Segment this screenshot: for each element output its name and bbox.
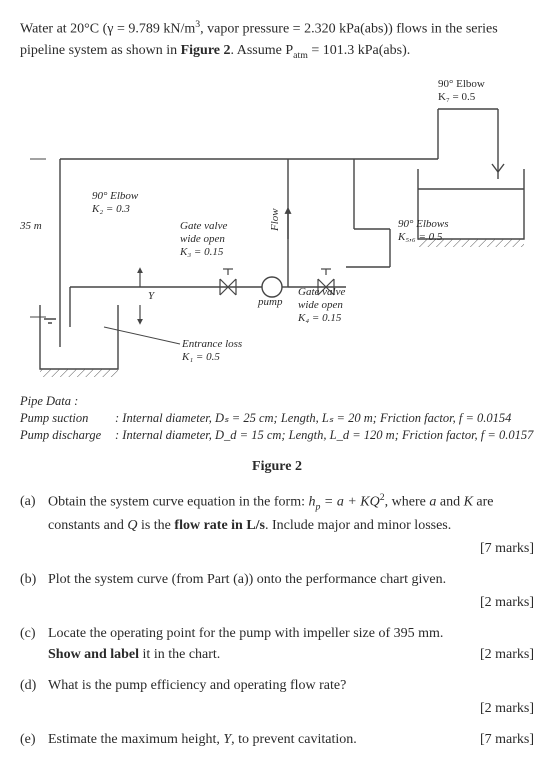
pd-row1-label: Pump suction: [20, 410, 115, 427]
lbl-gv2a: Gate valve: [298, 286, 345, 298]
qb-marks: [2 marks]: [48, 592, 534, 613]
question-a: (a) Obtain the system curve equation in …: [20, 491, 534, 559]
qa-flr: flow rate in L/s: [174, 518, 265, 533]
intro-atm: atm: [293, 49, 308, 60]
qe-t1: Estimate the maximum height,: [48, 732, 223, 747]
qa-and: and: [436, 494, 463, 509]
intro-t4: . Assume P: [231, 43, 294, 58]
qe-t2: , to prevent cavitation.: [231, 732, 357, 747]
qc-l1: Locate the operating point for the pump …: [48, 626, 443, 641]
lbl-el56a: 90° Elbows: [398, 218, 449, 230]
question-d: (d) What is the pump efficiency and oper…: [20, 675, 534, 719]
qe-marks: [7 marks]: [480, 729, 534, 750]
lbl-ent1: Entrance loss: [181, 338, 242, 350]
qc-l2a: Show and label: [48, 647, 139, 662]
pipe-data: Pipe Data : Pump suction : Internal diam…: [20, 393, 534, 444]
question-b: (b) Plot the system curve (from Part (a)…: [20, 569, 534, 613]
lbl-flow: Flow: [269, 208, 281, 232]
pd-row2-label: Pump discharge: [20, 427, 115, 444]
qa-Q: Q: [127, 518, 137, 533]
qc-marks: [2 marks]: [480, 644, 534, 665]
qa-marks: [7 marks]: [48, 538, 534, 559]
lbl-el56b: K₅,₆ = 0.5: [397, 231, 443, 243]
qa-hp: h: [309, 494, 316, 509]
intro-t2: , vapor pressure = 2.320 kPa(abs)) flows…: [200, 22, 498, 37]
pd-row1-body: : Internal diameter, Dₛ = 25 cm; Length,…: [115, 410, 511, 427]
intro-t5: = 101.3 kPa(abs).: [308, 43, 410, 58]
qb-label: (b): [20, 569, 48, 613]
pipeline-diagram: 90° Elbow K₇ = 0.5 90° Elbow K₂ = 0.3 35…: [20, 69, 534, 389]
qa-K: K: [464, 494, 473, 509]
qa-mid: = a + KQ: [320, 494, 379, 509]
lbl-gv1a: Gate valve: [180, 220, 227, 232]
lbl-tl2: K₂ = 0.3: [91, 203, 130, 215]
figure-caption: Figure 2: [20, 456, 534, 477]
qe-Y: Y: [223, 732, 231, 747]
lbl-tl1: 90° Elbow: [92, 190, 139, 202]
lbl-35m: 35 m: [20, 220, 42, 232]
pd-row2-body: : Internal diameter, D_d = 15 cm; Length…: [115, 427, 533, 444]
intro-paragraph: Water at 20°C (γ = 9.789 kN/m3, vapor pr…: [20, 18, 534, 63]
lbl-ent2: K₁ = 0.5: [181, 351, 220, 363]
qe-label: (e): [20, 729, 48, 750]
intro-t3: pipeline system as shown in: [20, 43, 181, 58]
intro-t1: Water at 20°C (γ = 9.789 kN/m: [20, 22, 195, 37]
qb-body: Plot the system curve (from Part (a)) on…: [48, 572, 446, 587]
lbl-pump: pump: [257, 296, 283, 308]
pipe-data-title: Pipe Data :: [20, 393, 534, 410]
lbl-gv2c: K₄ = 0.15: [297, 312, 342, 324]
qa-t3: are: [473, 494, 494, 509]
lbl-gv2b: wide open: [298, 299, 343, 311]
question-e: (e) Estimate the maximum height, Y, to p…: [20, 729, 534, 750]
qc-l2b: it in the chart.: [139, 647, 220, 662]
qa-label: (a): [20, 491, 48, 559]
qa-t5: is the: [137, 518, 174, 533]
qd-marks: [2 marks]: [48, 698, 534, 719]
qc-label: (c): [20, 623, 48, 665]
qd-label: (d): [20, 675, 48, 719]
lbl-tr2: K₇ = 0.5: [438, 91, 476, 103]
lbl-gv1b: wide open: [180, 233, 225, 245]
qa-t2: , where: [385, 494, 430, 509]
question-c: (c) Locate the operating point for the p…: [20, 623, 534, 665]
qa-t1: Obtain the system curve equation in the …: [48, 494, 309, 509]
lbl-Y: Y: [148, 290, 156, 302]
qa-t6: . Include major and minor losses.: [265, 518, 451, 533]
lbl-gv1c: K₃ = 0.15: [179, 246, 224, 258]
qd-body: What is the pump efficiency and operatin…: [48, 678, 346, 693]
intro-fig: Figure 2: [181, 43, 231, 58]
lbl-tr1: 90° Elbow: [438, 78, 485, 90]
qa-t4: constants and: [48, 518, 127, 533]
